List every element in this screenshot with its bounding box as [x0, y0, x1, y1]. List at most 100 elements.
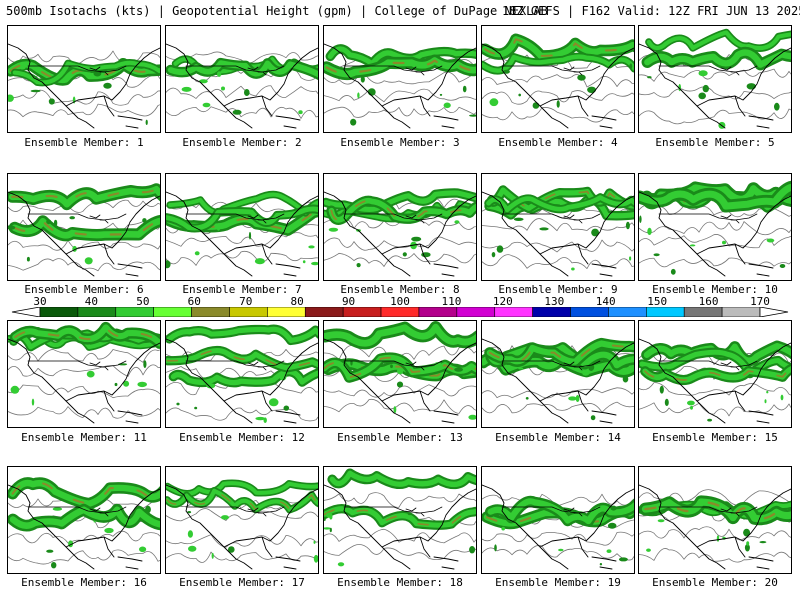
isotach-blob	[606, 549, 612, 553]
isotach-blob	[181, 86, 192, 92]
map-header: 500mb Isotachs (kts) | Geopotential Heig…	[0, 0, 800, 22]
isotach-core	[166, 490, 318, 511]
isotach-blob	[279, 373, 287, 381]
isotach-blob	[689, 244, 696, 247]
isotach-blob	[746, 541, 750, 546]
map-canvas	[324, 468, 476, 570]
ensemble-member-label: Ensemble Member: 15	[652, 431, 778, 444]
height-contour	[8, 103, 160, 118]
country-border	[501, 506, 601, 514]
isotach-blob	[255, 416, 266, 421]
isotach-blob	[166, 260, 171, 269]
great-lakes	[405, 361, 425, 371]
colorbar-bin	[721, 307, 761, 317]
coastline	[639, 484, 791, 570]
ensemble-member-label: Ensemble Member: 1	[24, 136, 144, 149]
isotach-blob	[653, 253, 660, 257]
country-border	[658, 65, 758, 73]
ensemble-map-panel	[7, 173, 161, 281]
coastline	[639, 338, 791, 424]
height-contour	[639, 234, 791, 249]
isotach-blob	[558, 548, 564, 552]
coastline	[324, 43, 476, 129]
great-lakes	[247, 507, 267, 517]
ensemble-member-label: Ensemble Member: 3	[340, 136, 460, 149]
isotach-blob	[8, 94, 14, 102]
isotach-blob	[221, 515, 229, 520]
coastline	[482, 43, 634, 129]
ensemble-map-panel	[7, 25, 161, 133]
colorbar-bin	[191, 307, 230, 317]
height-contour	[8, 530, 160, 544]
isotach-blob	[647, 76, 652, 79]
height-contour	[639, 402, 791, 417]
isotach-blob	[52, 507, 63, 511]
height-contour	[324, 71, 476, 85]
isotach-blob	[647, 227, 652, 235]
country-border	[501, 360, 601, 368]
height-contour	[482, 545, 634, 561]
isotach-blob	[491, 252, 496, 258]
ensemble-map-panel	[7, 466, 161, 574]
isotach-band	[166, 206, 318, 231]
isotach-blob	[556, 100, 560, 108]
great-lakes	[89, 66, 109, 76]
isotach-blob	[194, 406, 198, 410]
isotach-blob	[454, 220, 460, 224]
isotach-blob	[311, 261, 318, 266]
height-contour	[324, 106, 476, 118]
map-canvas	[324, 43, 476, 129]
ensemble-member-label: Ensemble Member: 2	[182, 136, 302, 149]
isotach-band	[482, 54, 634, 73]
map-canvas	[8, 321, 160, 424]
height-contour	[166, 250, 318, 266]
coastline	[166, 43, 318, 129]
isotach-blob	[590, 415, 596, 421]
height-contour	[639, 108, 791, 125]
height-contour	[166, 407, 318, 422]
great-lakes	[405, 507, 425, 517]
ensemble-map-panel	[481, 173, 635, 281]
great-lakes	[89, 214, 109, 224]
isotach-blob	[53, 219, 58, 227]
map-canvas	[482, 337, 634, 424]
height-contour	[166, 534, 318, 548]
height-contour	[8, 89, 160, 106]
height-contour	[8, 348, 160, 363]
isotach-blob	[328, 227, 339, 232]
ensemble-member-label: Ensemble Member: 7	[182, 283, 302, 296]
map-canvas	[8, 477, 160, 570]
isotach-blob	[69, 216, 75, 220]
isotach-band	[166, 481, 318, 496]
colorbar-bin	[380, 307, 420, 317]
isotach-blob	[396, 381, 404, 388]
isotach-blob	[145, 505, 151, 514]
country-border	[658, 360, 758, 368]
height-contour	[8, 364, 160, 377]
isotach-blob	[145, 119, 148, 126]
isotach-blob	[248, 231, 252, 240]
height-contour	[324, 88, 476, 103]
isotach-blob	[31, 398, 35, 406]
ensemble-map-panel	[323, 173, 477, 281]
colorbar-bin	[532, 307, 571, 317]
map-canvas	[8, 183, 160, 277]
height-contour	[166, 551, 318, 563]
isotach-band	[327, 46, 476, 67]
colorbar-bin	[304, 307, 344, 317]
isotach-blob	[779, 264, 786, 268]
map-canvas	[166, 479, 318, 570]
isotach-blob	[657, 519, 665, 523]
isotach-blob	[743, 528, 751, 537]
isotach-blob	[86, 370, 95, 378]
isotach-blob	[764, 399, 767, 404]
isotach-blob	[324, 527, 331, 530]
height-contour	[482, 74, 634, 88]
isotach-blob	[8, 225, 16, 230]
map-canvas	[166, 324, 318, 424]
ensemble-map-panel	[638, 173, 792, 281]
isotach-band	[12, 60, 160, 85]
isotach-blob	[462, 85, 467, 93]
colorbar-tick-label: 140	[595, 295, 616, 308]
colorbar-tick-label: 160	[698, 295, 719, 308]
